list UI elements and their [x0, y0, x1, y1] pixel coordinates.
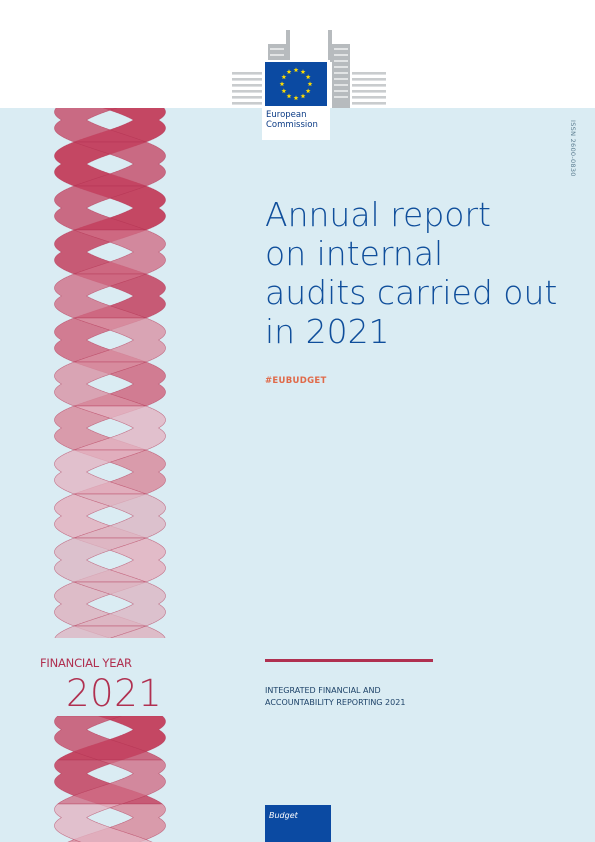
- eu-flag-star: [293, 67, 299, 73]
- european-commission-logo: European Commission: [262, 60, 330, 140]
- eu-flag-star: [305, 88, 311, 94]
- logo-line-commission: Commission: [266, 120, 318, 130]
- eu-flag-star: [281, 88, 287, 94]
- eu-flag-star: [293, 95, 299, 101]
- reporting-line-2: ACCOUNTABILITY REPORTING 2021: [265, 697, 406, 707]
- helix-ribbon-segment: [54, 803, 153, 842]
- ribbon-helix-graphic: [54, 108, 166, 842]
- financial-year-number: 2021: [66, 672, 163, 715]
- budget-label: Budget: [269, 811, 298, 820]
- eu-flag-star: [307, 81, 313, 87]
- logo-line-european: European: [266, 110, 307, 120]
- helix-ribbon-segment: [54, 625, 147, 638]
- eu-flag-star: [305, 74, 311, 80]
- eu-flag-icon: [265, 62, 327, 106]
- accent-divider: [265, 659, 433, 662]
- title-line-2: on internal: [265, 234, 444, 273]
- issn-number: ISSN 2600-0830: [569, 120, 577, 177]
- eu-flag-star: [281, 74, 287, 80]
- eu-flag-star: [286, 69, 292, 74]
- financial-year-label: FINANCIAL YEAR: [40, 656, 132, 670]
- reporting-line-1: INTEGRATED FINANCIAL AND: [265, 686, 381, 695]
- reporting-series: INTEGRATED FINANCIAL AND ACCOUNTABILITY …: [265, 685, 525, 708]
- eu-flag-star: [300, 69, 306, 74]
- eu-flag-star: [300, 93, 306, 99]
- title-line-4: in 2021: [265, 312, 390, 351]
- logo-wordmark: European Commission: [266, 110, 330, 130]
- title-line-1: Annual report: [265, 195, 491, 234]
- eu-flag-star: [279, 81, 285, 87]
- title-line-3: audits carried out: [265, 273, 558, 312]
- helix-ribbon-segment: [67, 803, 166, 842]
- report-title: Annual report on internal audits carried…: [265, 195, 575, 351]
- eubudget-hashtag: #EUBUDGET: [265, 376, 327, 386]
- eu-flag-star: [286, 93, 292, 99]
- budget-tag: Budget: [265, 805, 331, 842]
